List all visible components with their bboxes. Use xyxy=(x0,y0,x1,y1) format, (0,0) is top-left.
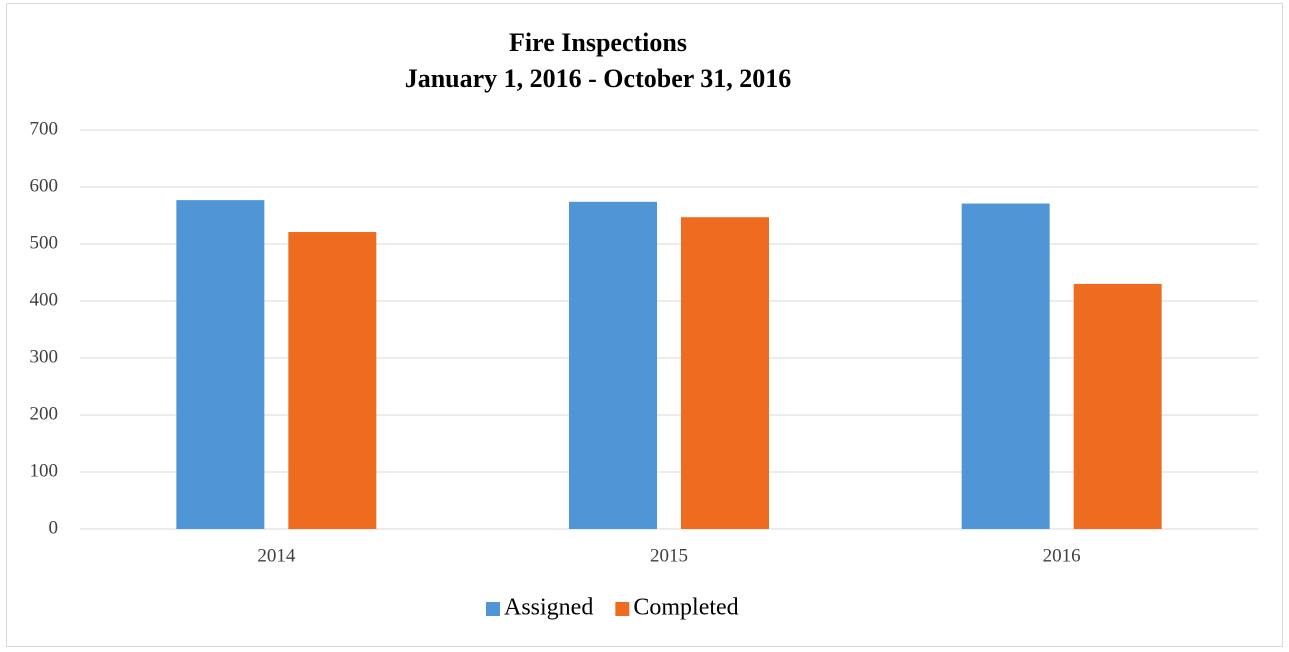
y-tick-label: 200 xyxy=(30,403,59,424)
bar xyxy=(961,203,1050,529)
y-tick-label: 100 xyxy=(30,460,59,481)
legend-label: Completed xyxy=(633,595,738,621)
y-tick-label: 400 xyxy=(30,289,59,310)
y-tick-label: 0 xyxy=(49,517,59,538)
y-tick-label: 300 xyxy=(30,346,59,367)
y-tick-label: 600 xyxy=(30,175,59,196)
bar xyxy=(288,232,377,529)
legend-label: Assigned xyxy=(504,595,593,621)
x-tick-label: 2015 xyxy=(650,545,688,566)
bar xyxy=(681,217,769,529)
legend-swatch xyxy=(486,602,500,616)
x-tick-label: 2014 xyxy=(257,545,296,566)
bar xyxy=(569,201,657,529)
y-tick-label: 700 xyxy=(30,118,59,139)
chart-title: Fire Inspections xyxy=(509,28,687,57)
bar xyxy=(1073,283,1162,529)
chart-subtitle: January 1, 2016 - October 31, 2016 xyxy=(405,64,792,93)
bar xyxy=(176,200,265,530)
y-tick-label: 500 xyxy=(30,232,59,253)
legend-swatch xyxy=(615,602,630,616)
x-tick-label: 2016 xyxy=(1043,545,1081,566)
